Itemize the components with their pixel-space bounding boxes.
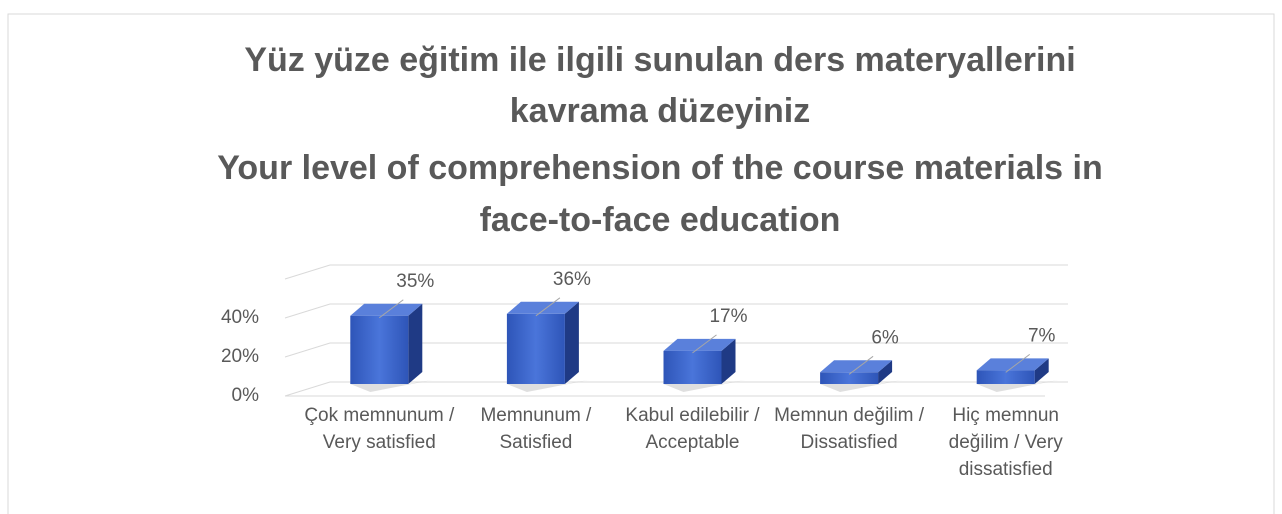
y-tick-label: 0% [232, 385, 260, 406]
x-tick-label: Memnunum / Satisfied [480, 405, 592, 453]
bar-side [408, 303, 423, 384]
bar-side [878, 360, 893, 384]
bar-top [506, 301, 579, 314]
bar-side [721, 338, 736, 384]
bar-top [976, 358, 1049, 371]
leader-line [535, 297, 561, 317]
value-label: 35% [396, 271, 434, 292]
bar-top [663, 338, 736, 351]
x-tick-label: Memnun değilim / Dissatisfied [774, 405, 925, 453]
bar-shadow [663, 380, 746, 392]
y-tick-label: 20% [221, 346, 259, 367]
bar [976, 370, 1035, 384]
chart-title: Yüz yüze eğitim ile ilgili sunulan ders … [244, 41, 1075, 79]
chart-title: face-to-face education [480, 201, 841, 239]
bar-shadow [506, 380, 589, 392]
bar-shadow [820, 380, 903, 392]
chart-title: kavrama düzeyiniz [510, 92, 810, 130]
bar-side [1034, 358, 1049, 384]
grid-line [284, 303, 1068, 319]
grid-line [284, 264, 1068, 280]
bar-shadow [350, 380, 433, 392]
bar [663, 350, 722, 384]
leader-line [1005, 353, 1030, 373]
x-tick-label: Çok memnunum / Very satisfied [304, 405, 455, 453]
chart-title: Your level of comprehension of the cours… [217, 149, 1102, 187]
x-tick-label: Hiç memnun değilim / Very dissatisfied [948, 405, 1063, 480]
value-label: 36% [553, 269, 591, 290]
value-label: 17% [709, 306, 747, 327]
grid-line [284, 342, 1068, 358]
chart-frame [7, 13, 1275, 514]
x-tick-label: Kabul edilebilir / Acceptable [625, 405, 760, 453]
leader-line [692, 334, 717, 354]
value-label: 7% [1028, 325, 1056, 346]
bar-top [350, 303, 423, 316]
y-tick-label: 40% [221, 307, 259, 328]
leader-line [378, 299, 404, 319]
bar-side [564, 301, 579, 384]
bar [820, 372, 879, 384]
bar-shadow [976, 380, 1059, 392]
bar [350, 315, 409, 384]
leader-line [848, 355, 874, 375]
bar-top [820, 360, 893, 373]
bar [506, 313, 565, 384]
value-label: 6% [871, 327, 899, 348]
